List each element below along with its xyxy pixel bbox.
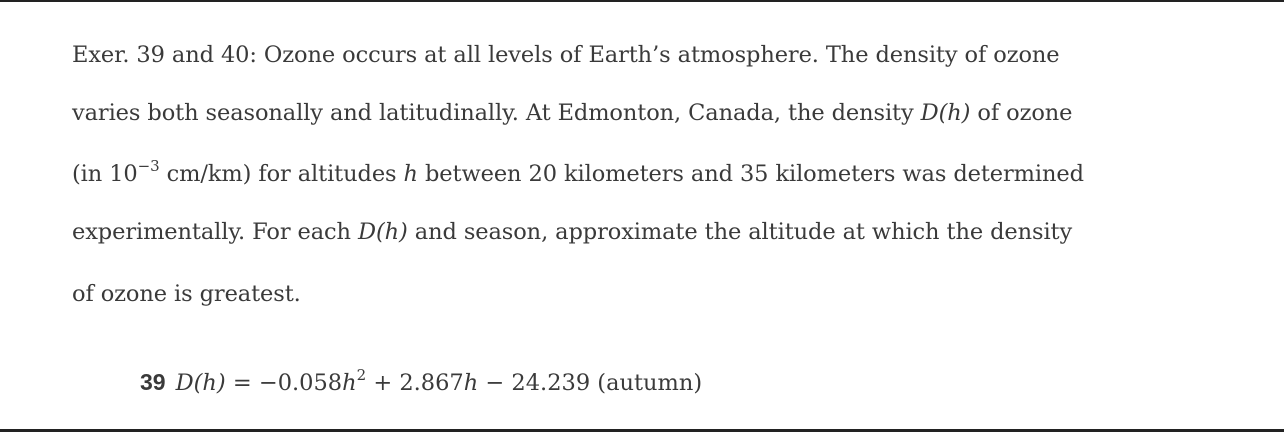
math-h: h [403,161,419,187]
text: between 20 kilometers and 35 kilometers … [417,161,1084,187]
math-lhs: D(h) [175,370,226,396]
text-line-3: (in 10−3 cm/km) for altitudes h between … [72,158,1084,187]
math-text: = −0.058 [225,370,343,396]
text: of ozone is greatest. [72,281,301,307]
text-line-1: Exer. 39 and 40: Ozone occurs at all lev… [72,42,1060,68]
text: cm/km) for altitudes [159,161,404,187]
text-line-2: varies both seasonally and latitudinally… [72,100,1072,126]
text: (in 10 [72,161,138,187]
text: and season, approximate the altitude at … [407,219,1073,245]
top-border [0,0,1284,2]
math-text: + 2.867 [366,370,464,396]
math-D-h: D(h) [358,219,408,245]
math-var: h [463,370,479,396]
text: varies both seasonally and latitudinally… [72,100,921,126]
math-var: h [342,370,357,396]
math-D-h: D(h) [920,100,971,126]
math-text: − 24.239 (autumn) [478,370,703,396]
problem-number: 39 [140,369,166,395]
text-line-4: experimentally. For each D(h) and season… [72,219,1072,245]
text-line-5: of ozone is greatest. [72,281,301,307]
text: of ozone [970,100,1073,126]
bottom-border [0,429,1284,432]
problem-39-equation: 39 D(h) = −0.058h2 + 2.867h − 24.239 (aut… [140,365,703,396]
exponent: −3 [137,156,160,175]
text: Exer. 39 and 40: Ozone occurs at all lev… [72,42,1060,68]
text: experimentally. For each [72,219,359,245]
exponent: 2 [356,365,367,384]
